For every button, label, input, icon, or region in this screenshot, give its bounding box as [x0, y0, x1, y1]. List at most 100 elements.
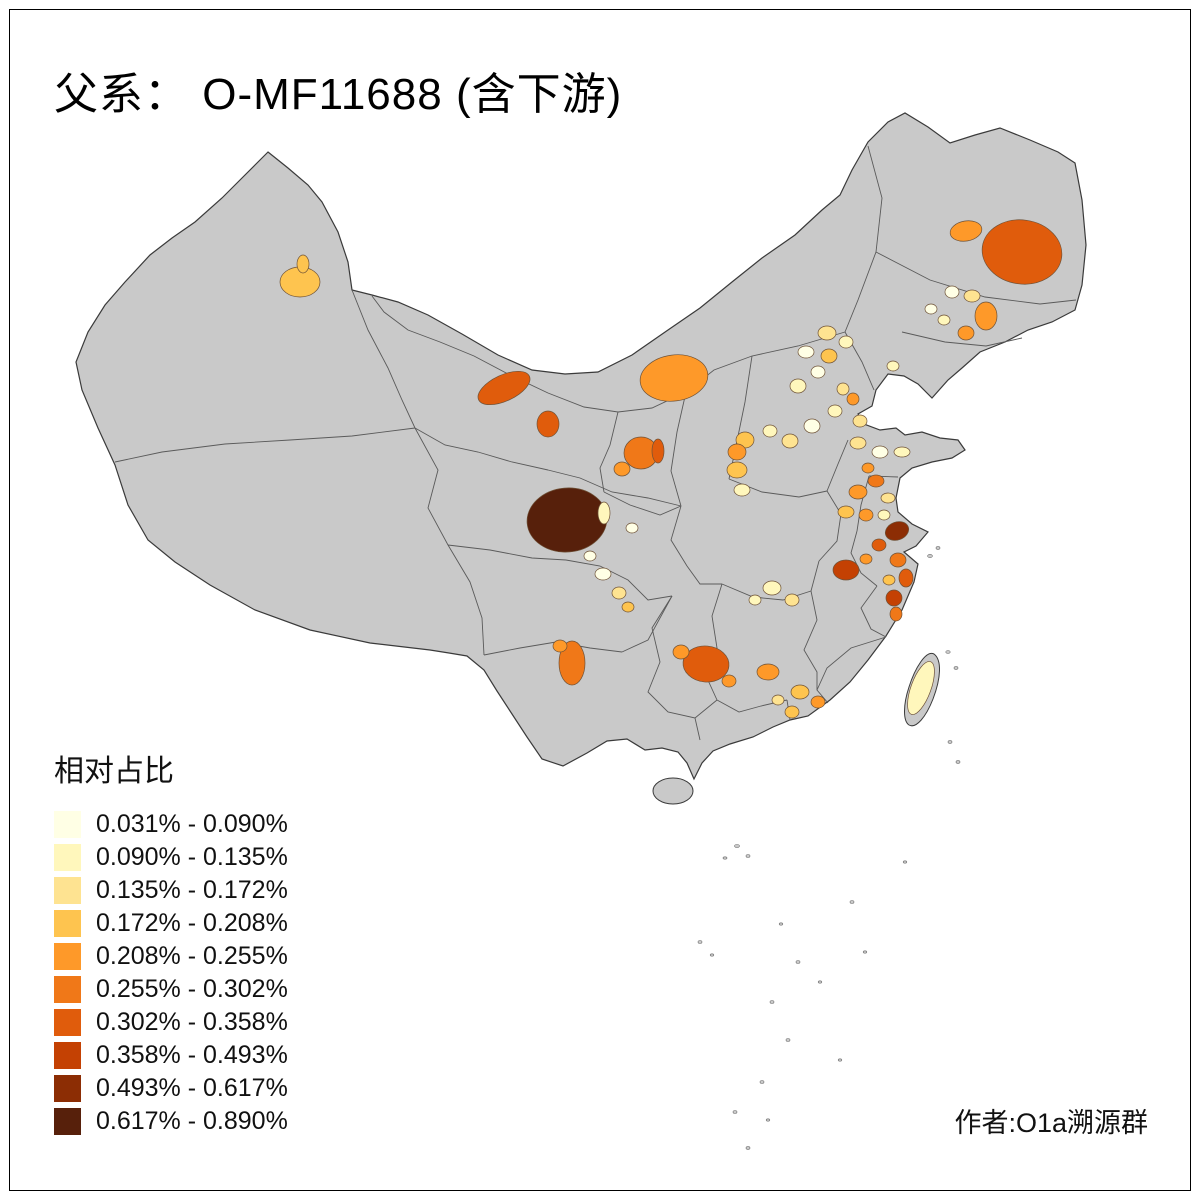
china-mainland [75, 112, 1087, 781]
map-region [871, 538, 887, 552]
legend-swatch [54, 943, 81, 970]
map-region [893, 446, 911, 458]
legend-row: 0.358% - 0.493% [54, 1039, 288, 1072]
legend-range-label: 0.493% - 0.617% [96, 1074, 288, 1102]
map-region [733, 483, 751, 497]
legend-swatch [54, 811, 81, 838]
map-region [867, 474, 885, 488]
south-china-sea-islands [697, 546, 961, 1150]
map-region [296, 254, 310, 274]
legend-range-label: 0.172% - 0.208% [96, 909, 288, 937]
map-region [672, 644, 690, 660]
map-region [859, 553, 873, 565]
map-region [651, 438, 665, 464]
map-region [784, 593, 800, 607]
map-region [880, 492, 896, 504]
map-region [963, 289, 981, 303]
map-base-layer [75, 112, 1087, 1150]
legend-range-label: 0.617% - 0.890% [96, 1107, 288, 1135]
legend-row: 0.090% - 0.135% [54, 841, 288, 874]
map-region [886, 360, 900, 372]
map-region [907, 661, 935, 715]
map-region [885, 589, 903, 607]
map-region [810, 365, 826, 379]
page-title: 父系： O-MF11688 (含下游) [54, 70, 623, 119]
map-region [625, 522, 639, 534]
map-region [889, 606, 903, 622]
map-region [611, 586, 627, 600]
map-region [924, 303, 938, 315]
map-region [820, 348, 838, 364]
map-region [981, 219, 1063, 285]
map-region [944, 285, 960, 299]
legend-swatch [54, 1075, 81, 1102]
map-region [748, 594, 762, 606]
map-region [810, 695, 826, 709]
map-region [871, 445, 889, 459]
map-region [832, 559, 860, 581]
legend-row: 0.135% - 0.172% [54, 874, 288, 907]
map-region [803, 418, 821, 434]
map-region [882, 574, 896, 586]
map-region [858, 508, 874, 522]
map-region [613, 461, 631, 477]
map-region [597, 501, 611, 525]
map-region [781, 433, 799, 449]
legend-swatch [54, 910, 81, 937]
map-region [762, 580, 782, 596]
legend-row: 0.172% - 0.208% [54, 907, 288, 940]
map-region [846, 392, 860, 406]
legend-items: 0.031% - 0.090% 0.090% - 0.135% 0.135% - 0… [54, 808, 288, 1138]
hainan-island [652, 777, 694, 805]
map-region [721, 674, 737, 688]
map-region [536, 410, 560, 438]
map-region [884, 521, 910, 541]
map-region [558, 640, 586, 686]
map-regions-layer [279, 219, 1063, 719]
map-region [552, 639, 568, 653]
map-region [849, 436, 867, 450]
legend-row: 0.255% - 0.302% [54, 973, 288, 1006]
legend-range-label: 0.090% - 0.135% [96, 843, 288, 871]
legend-title: 相对占比 [54, 755, 174, 788]
map-region [594, 567, 612, 581]
legend-range-label: 0.208% - 0.255% [96, 942, 288, 970]
map-region [639, 354, 709, 402]
map-region [937, 314, 951, 326]
map-region [848, 484, 868, 500]
map-region [621, 601, 635, 613]
map-region [838, 335, 854, 349]
legend-row: 0.302% - 0.358% [54, 1006, 288, 1039]
legend-swatch [54, 1042, 81, 1069]
map-region [898, 568, 914, 588]
map-region [852, 414, 868, 428]
legend-swatch [54, 1108, 81, 1135]
legend-swatch [54, 844, 81, 871]
legend-swatch [54, 877, 81, 904]
legend-range-label: 0.358% - 0.493% [96, 1041, 288, 1069]
legend-range-label: 0.302% - 0.358% [96, 1008, 288, 1036]
map-region [817, 325, 837, 341]
map-region [784, 705, 800, 719]
map-region [949, 220, 983, 242]
legend-row: 0.617% - 0.890% [54, 1105, 288, 1138]
map-region [790, 684, 810, 700]
legend-range-label: 0.031% - 0.090% [96, 810, 288, 838]
map-region [957, 325, 975, 341]
map-region [726, 461, 748, 479]
map-region [756, 663, 780, 681]
map-region [771, 694, 785, 706]
map-region [861, 462, 875, 474]
legend-swatch [54, 1009, 81, 1036]
map-region [827, 404, 843, 418]
map-region [877, 509, 891, 521]
map-region [727, 443, 747, 461]
legend-swatch [54, 976, 81, 1003]
map-region [837, 505, 855, 519]
map-region [974, 301, 998, 331]
legend-row: 0.493% - 0.617% [54, 1072, 288, 1105]
attribution: 作者:O1a溯源群 [954, 1108, 1148, 1138]
map-region [789, 378, 807, 394]
